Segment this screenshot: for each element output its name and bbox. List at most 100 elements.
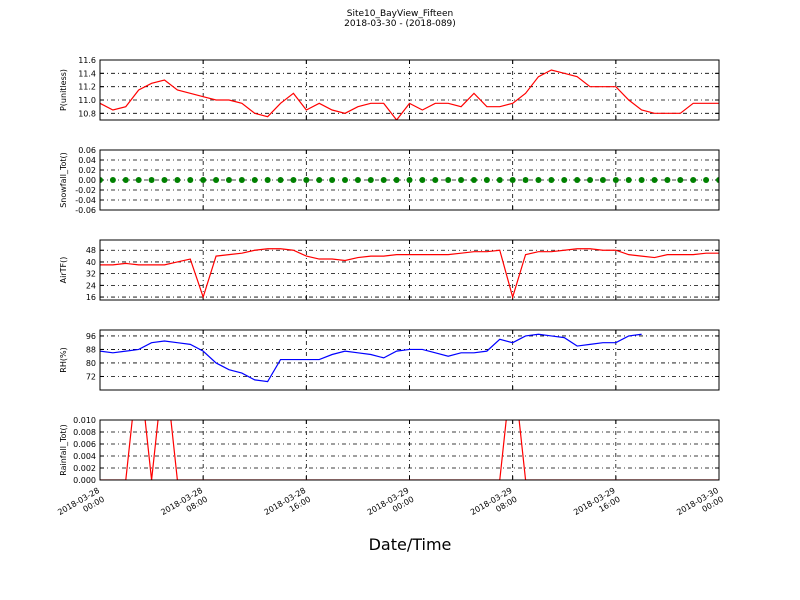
data-point bbox=[148, 177, 155, 183]
y-tick-label: 88 bbox=[86, 345, 96, 354]
data-point bbox=[470, 177, 477, 183]
chart-subtitle: 2018-03-30 - (2018-089) bbox=[344, 19, 456, 29]
y-axis-label: Rainfall_Tot() bbox=[59, 424, 68, 476]
y-tick-label: 24 bbox=[86, 281, 96, 290]
data-point bbox=[561, 177, 568, 183]
x-tick-label: 2018-03-2800:00 bbox=[56, 486, 106, 526]
data-point bbox=[419, 177, 426, 183]
x-tick-label: 2018-03-3000:00 bbox=[675, 486, 725, 526]
data-point bbox=[303, 177, 310, 183]
y-axis-label: AirTF() bbox=[59, 257, 68, 284]
plot-area bbox=[100, 69, 719, 120]
x-axis-label: Date/Time bbox=[369, 535, 452, 554]
y-tick-label: 0.008 bbox=[73, 428, 96, 437]
y-tick-label: 11.4 bbox=[78, 69, 96, 78]
y-tick-label: 40 bbox=[86, 258, 96, 267]
data-point bbox=[677, 177, 684, 183]
data-line bbox=[100, 333, 642, 383]
data-point bbox=[238, 177, 245, 183]
data-point bbox=[432, 177, 439, 183]
data-point bbox=[213, 177, 220, 183]
data-point bbox=[174, 177, 181, 183]
y-tick-label: 11.0 bbox=[78, 96, 96, 105]
data-point bbox=[367, 177, 374, 183]
data-point bbox=[161, 177, 168, 183]
y-tick-label: 0.002 bbox=[73, 464, 96, 473]
y-tick-label: 72 bbox=[86, 372, 96, 381]
data-point bbox=[393, 177, 400, 183]
data-point bbox=[599, 177, 606, 183]
y-tick-label: 0.006 bbox=[73, 440, 96, 449]
x-tick-label: 2018-03-2916:00 bbox=[572, 486, 622, 526]
y-tick-label: -0.06 bbox=[75, 206, 96, 215]
data-point bbox=[225, 177, 232, 183]
x-tick-label: 2018-03-2808:00 bbox=[159, 486, 209, 526]
data-point bbox=[664, 177, 671, 183]
x-tick-label: 2018-03-2816:00 bbox=[263, 486, 313, 526]
y-tick-label: 11.6 bbox=[78, 56, 96, 65]
chart-title: Site10_BayView_Fifteen bbox=[347, 9, 453, 19]
data-point bbox=[109, 177, 116, 183]
data-point bbox=[612, 177, 619, 183]
data-point bbox=[342, 177, 349, 183]
data-point bbox=[703, 177, 710, 183]
data-point bbox=[587, 177, 594, 183]
plot-frame bbox=[99, 239, 720, 301]
y-tick-label: 0.010 bbox=[73, 416, 96, 425]
data-point bbox=[122, 177, 129, 183]
y-tick-label: 32 bbox=[86, 270, 96, 279]
plot-area bbox=[100, 177, 719, 183]
data-point bbox=[638, 177, 645, 183]
plot-area bbox=[100, 333, 642, 383]
y-tick-label: -0.04 bbox=[75, 196, 96, 205]
y-tick-label: -0.02 bbox=[75, 186, 96, 195]
data-point bbox=[135, 177, 142, 183]
y-tick-label: 0.00 bbox=[78, 176, 96, 185]
y-tick-label: 10.8 bbox=[78, 109, 96, 118]
data-point bbox=[200, 177, 207, 183]
data-point bbox=[251, 177, 258, 183]
data-point bbox=[290, 177, 297, 183]
data-point bbox=[509, 177, 516, 183]
data-point bbox=[574, 177, 581, 183]
data-point bbox=[651, 177, 658, 183]
plot-frame bbox=[99, 149, 720, 211]
data-point bbox=[445, 177, 452, 183]
data-point bbox=[548, 177, 555, 183]
data-point bbox=[264, 177, 271, 183]
plot-frame bbox=[99, 419, 720, 481]
y-tick-label: 0.004 bbox=[73, 452, 96, 461]
data-point bbox=[522, 177, 529, 183]
y-tick-label: 80 bbox=[86, 359, 96, 368]
y-axis-label: RH(%) bbox=[59, 347, 68, 372]
data-point bbox=[100, 177, 103, 183]
data-point bbox=[458, 177, 465, 183]
x-tick-label: 2018-03-2900:00 bbox=[366, 486, 416, 526]
data-point bbox=[187, 177, 194, 183]
y-tick-label: 16 bbox=[86, 293, 96, 302]
x-tick-label: 2018-03-2908:00 bbox=[469, 486, 519, 526]
data-point bbox=[380, 177, 387, 183]
y-axis-label: P(unitless) bbox=[59, 69, 68, 111]
data-line bbox=[100, 69, 719, 120]
y-tick-label: 11.2 bbox=[78, 83, 96, 92]
data-point bbox=[329, 177, 336, 183]
y-tick-label: 48 bbox=[86, 246, 96, 255]
data-point bbox=[483, 177, 490, 183]
plot-area bbox=[100, 248, 719, 300]
y-tick-label: 96 bbox=[86, 332, 96, 341]
data-point bbox=[690, 177, 697, 183]
data-point bbox=[535, 177, 542, 183]
data-point bbox=[716, 177, 719, 183]
y-tick-label: 0.02 bbox=[78, 166, 96, 175]
data-point bbox=[277, 177, 284, 183]
y-axis-label: Snowfall_Tot() bbox=[59, 152, 68, 208]
y-tick-label: 0.06 bbox=[78, 146, 96, 155]
data-line bbox=[100, 248, 719, 300]
data-point bbox=[354, 177, 361, 183]
plot-frame bbox=[99, 59, 720, 121]
data-point bbox=[406, 177, 413, 183]
plot-frame bbox=[99, 329, 720, 391]
